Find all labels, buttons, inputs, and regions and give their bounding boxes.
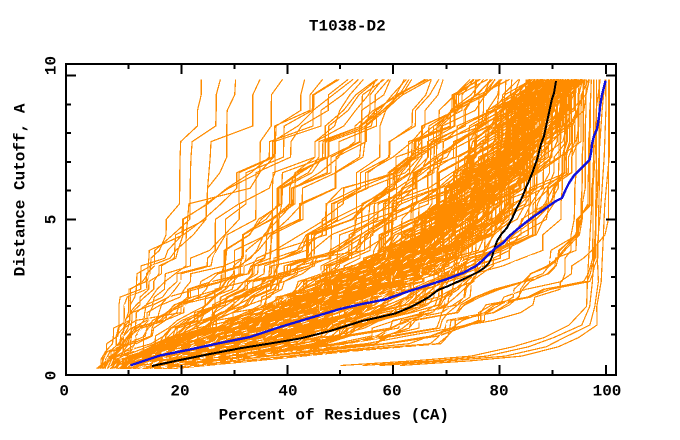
svg-text:20: 20 [170, 383, 189, 401]
svg-text:100: 100 [593, 383, 622, 401]
svg-text:0: 0 [42, 371, 60, 381]
svg-text:Distance Cutoff, A: Distance Cutoff, A [12, 103, 30, 276]
svg-text:T1038-D2: T1038-D2 [309, 18, 386, 36]
svg-text:40: 40 [278, 383, 297, 401]
svg-text:Percent of Residues (CA): Percent of Residues (CA) [219, 407, 449, 425]
svg-text:60: 60 [382, 383, 401, 401]
svg-text:80: 80 [489, 383, 508, 401]
svg-text:0: 0 [59, 383, 69, 401]
svg-text:5: 5 [42, 215, 60, 225]
svg-text:10: 10 [42, 56, 60, 75]
